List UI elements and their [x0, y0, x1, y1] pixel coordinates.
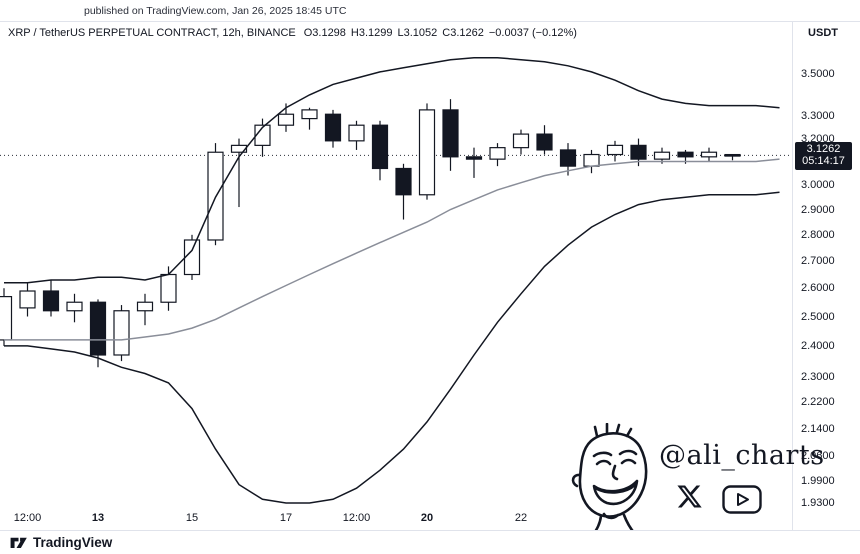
candle-up: [583, 153, 600, 167]
candle-up: [230, 144, 248, 153]
price-tick-label: 2.5000: [801, 310, 835, 323]
published-bar: published on TradingView.com, Jan 26, 20…: [0, 0, 860, 22]
candle-down: [442, 109, 459, 158]
symbol-info-bar: XRP / TetherUS PERPETUAL CONTRACT, 12h, …: [8, 27, 577, 39]
high-value: H3.1299: [350, 27, 393, 39]
candle-up: [0, 295, 13, 341]
candle-down: [465, 156, 483, 160]
tradingview-footer: TradingView: [0, 530, 860, 554]
tradingview-logo-icon[interactable]: [9, 533, 28, 552]
ohlc-values: O3.1298 H3.1299 L3.1052 C3.1262 −0.0037 …: [304, 27, 577, 39]
time-tick-label: 20: [420, 512, 434, 524]
price-tick-label: 2.0600: [801, 450, 835, 462]
watermark-handle: @ali_charts: [659, 440, 825, 471]
candle-up: [113, 310, 130, 356]
price-tick-label: 3.3000: [801, 110, 835, 123]
candle-up: [418, 109, 436, 196]
bar-close-countdown: 05:14:17: [802, 155, 845, 168]
candle-up: [19, 290, 36, 309]
tradingview-brand-text[interactable]: TradingView: [33, 535, 113, 550]
price-tick-label: 1.9900: [801, 474, 835, 487]
candle-down: [677, 151, 694, 158]
candle-up: [301, 109, 318, 120]
time-tick-label: 15: [185, 512, 199, 524]
price-tick-label: 2.2200: [801, 396, 835, 409]
candle-down: [42, 290, 60, 312]
candle-down: [395, 167, 412, 196]
candle-down: [559, 149, 577, 167]
candle-up: [512, 133, 530, 149]
price-tick-label: 2.4000: [801, 339, 835, 352]
candle-up: [700, 151, 718, 158]
candle-down: [324, 113, 342, 142]
play-button-icon: [722, 485, 762, 514]
x-logo-icon: [677, 485, 702, 508]
candle-up: [136, 301, 154, 312]
time-tick-label: 13: [91, 512, 105, 524]
bollinger-upper-band: [4, 56, 780, 284]
price-tick-label: 2.1400: [801, 422, 835, 435]
price-tick-label: 2.3000: [801, 370, 835, 383]
candle-down: [536, 133, 553, 151]
candle-up: [277, 113, 295, 126]
price-tick-label: 2.6000: [801, 282, 835, 295]
price-tick-label: 3.0000: [801, 179, 835, 192]
price-axis-separator: [792, 22, 793, 530]
candle-up: [160, 273, 177, 303]
time-tick-label: 12:00: [342, 512, 371, 524]
price-tick-label: 3.2000: [801, 132, 835, 145]
bollinger-middle-band: [4, 158, 780, 341]
candle-up: [348, 124, 365, 142]
candle-up: [606, 144, 624, 156]
candle-down: [371, 124, 389, 170]
close-value: C3.1262: [442, 27, 484, 39]
symbol-title[interactable]: XRP / TetherUS PERPETUAL CONTRACT, 12h, …: [8, 27, 296, 39]
low-value: L3.1052: [397, 27, 438, 39]
candles: [0, 99, 741, 368]
open-value: O3.1298: [303, 27, 346, 39]
candle-down: [630, 144, 647, 160]
change-value: −0.0037 (−0.12%): [488, 27, 577, 39]
candle-up: [183, 239, 201, 276]
bollinger-lower-band: [4, 191, 780, 504]
published-text: published on TradingView.com, Jan 26, 20…: [84, 4, 347, 17]
quote-currency-label: USDT: [808, 27, 838, 39]
candle-up: [66, 301, 83, 312]
candle-up: [254, 124, 271, 146]
time-tick-label: 17: [279, 512, 293, 524]
price-tick-label: 3.5000: [801, 68, 835, 80]
current-price-badge: 3.1262 05:14:17: [795, 141, 852, 170]
watermark-face-doodle-icon: [571, 423, 648, 537]
candle-up: [489, 147, 506, 160]
candle-down: [724, 153, 741, 157]
candle-up: [653, 151, 671, 160]
current-price-value: 3.1262: [806, 142, 841, 155]
price-tick-label: 2.8000: [801, 228, 835, 241]
price-tick-label: 2.9000: [801, 203, 835, 216]
price-tick-label: 2.7000: [801, 255, 835, 267]
candle-down: [89, 301, 107, 356]
time-tick-label: 12:00: [13, 512, 42, 524]
price-tick-label: 1.9300: [801, 497, 835, 509]
time-tick-label: 22: [514, 512, 528, 524]
